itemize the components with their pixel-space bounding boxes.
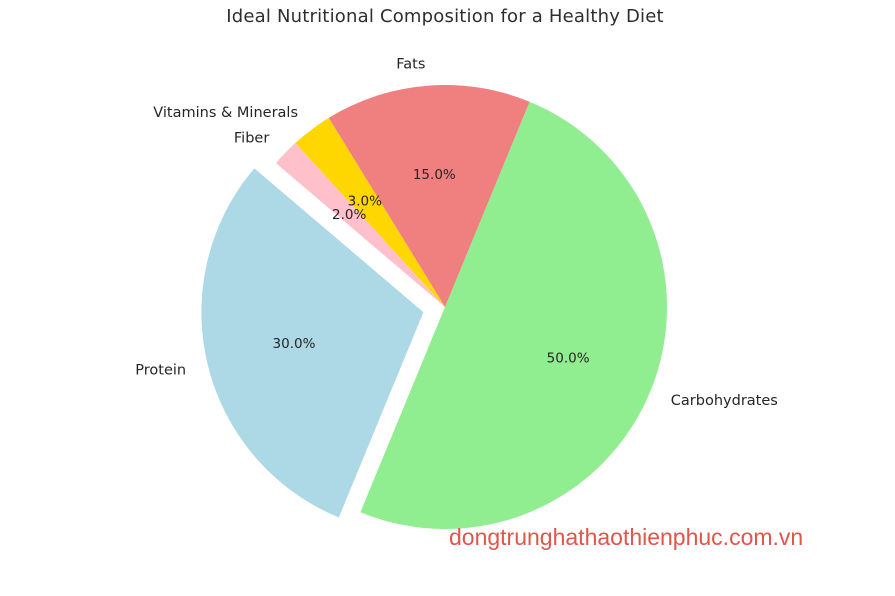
watermark-url: dongtrunghathaothienphuc.com.vn: [449, 524, 804, 550]
slice-label-fats: Fats: [396, 57, 425, 73]
pie-slices: [201, 85, 668, 530]
slice-pct-fats: 15.0%: [413, 167, 456, 183]
pie-slice-fats: [328, 85, 530, 308]
pie-labels: 50.0% Carbohydrates 15.0% Fats 3.0% Vitamins …: [135, 57, 778, 410]
pie-slice-fiber: [275, 143, 445, 307]
slice-pct-fiber: 2.0%: [332, 207, 366, 223]
slice-label-protein: Protein: [135, 363, 186, 379]
slice-pct-vitamins-minerals: 3.0%: [348, 193, 382, 209]
slice-label-carbohydrates: Carbohydrates: [671, 393, 778, 409]
pie-slice-vitamins-minerals: [295, 117, 445, 307]
slice-label-vitamins-minerals: Vitamins & Minerals: [153, 105, 298, 121]
slice-label-fiber: Fiber: [234, 130, 269, 146]
slice-pct-carbohydrates: 50.0%: [547, 351, 590, 367]
chart-title: Ideal Nutritional Composition for a Heal…: [226, 6, 664, 27]
slice-pct-protein: 30.0%: [273, 336, 316, 352]
pie-slice-protein: [201, 168, 424, 518]
pie-slice-carbohydrates: [360, 101, 668, 530]
